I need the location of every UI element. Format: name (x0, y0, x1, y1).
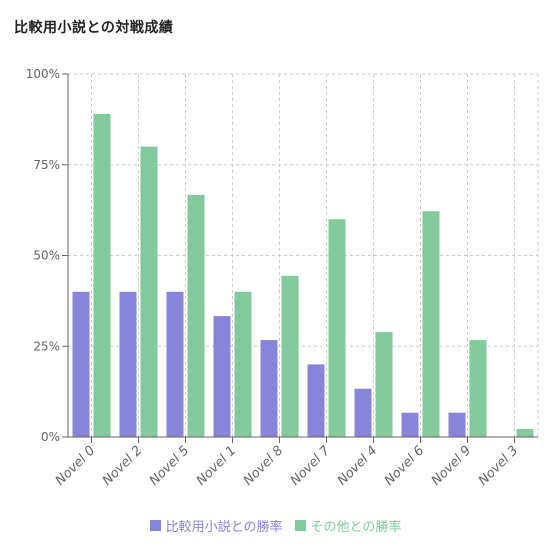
x-tick-label: Novel 3 (476, 443, 522, 489)
bar-novel-7-series-2[interactable] (328, 219, 346, 437)
legend-item-series-1[interactable]: 比較用小説との勝率 (149, 516, 283, 535)
x-axis-ticks: Novel 0 Novel 2 Novel 5 Novel 1 Novel 8 Novel… (53, 437, 522, 489)
bar-novel-9-series-1[interactable] (448, 412, 466, 437)
legend-swatch-series-2 (294, 520, 306, 531)
bar-novel-2-series-1[interactable] (119, 291, 137, 437)
bar-novel-4-series-2[interactable] (375, 332, 393, 437)
y-tick-label: 75% (33, 158, 60, 172)
x-tick-label: Novel 8 (241, 443, 287, 489)
grid-lines (68, 73, 539, 437)
bar-novel-2-series-2[interactable] (140, 146, 158, 437)
x-tick-label: Novel 0 (53, 443, 99, 489)
bar-novel-5-series-1[interactable] (166, 291, 184, 437)
bars (72, 113, 534, 438)
x-tick-label: Novel 9 (429, 443, 475, 489)
bar-novel-1-series-2[interactable] (234, 291, 252, 437)
bar-novel-6-series-2[interactable] (422, 211, 440, 437)
y-tick-label: 50% (33, 249, 60, 263)
y-tick-label: 100% (26, 67, 60, 81)
bar-novel-3-series-2[interactable] (516, 429, 534, 437)
bar-novel-8-series-1[interactable] (260, 340, 278, 437)
bar-novel-1-series-1[interactable] (213, 316, 231, 437)
y-tick-label: 25% (33, 339, 60, 353)
x-tick-label: Novel 2 (100, 443, 146, 489)
bar-novel-0-series-2[interactable] (93, 113, 111, 438)
legend-item-series-2[interactable]: その他との勝率 (294, 516, 402, 535)
y-tick-label: 0% (41, 430, 60, 444)
legend-swatch-series-1 (149, 520, 161, 531)
x-tick-label: Novel 4 (335, 443, 381, 489)
legend-label-series-1: 比較用小説との勝率 (165, 520, 283, 535)
bar-novel-9-series-2[interactable] (469, 340, 487, 437)
legend-label-series-2: その他との勝率 (310, 520, 402, 535)
bar-novel-8-series-2[interactable] (281, 275, 299, 437)
x-tick-label: Novel 7 (288, 443, 334, 489)
x-tick-label: Novel 5 (147, 443, 193, 489)
bar-novel-4-series-1[interactable] (354, 388, 372, 437)
y-axis-ticks: 0% 25% 50% 75% 100% (26, 67, 68, 444)
bar-novel-0-series-1[interactable] (72, 291, 90, 437)
bar-novel-6-series-1[interactable] (401, 412, 419, 437)
chart-title: 比較用小説との対戦成績 (14, 20, 174, 36)
bar-novel-7-series-1[interactable] (307, 364, 325, 437)
x-tick-label: Novel 6 (382, 443, 428, 489)
legend: 比較用小説との勝率 その他との勝率 (0, 516, 551, 535)
bar-novel-5-series-2[interactable] (187, 194, 205, 437)
x-tick-label: Novel 1 (194, 443, 240, 489)
